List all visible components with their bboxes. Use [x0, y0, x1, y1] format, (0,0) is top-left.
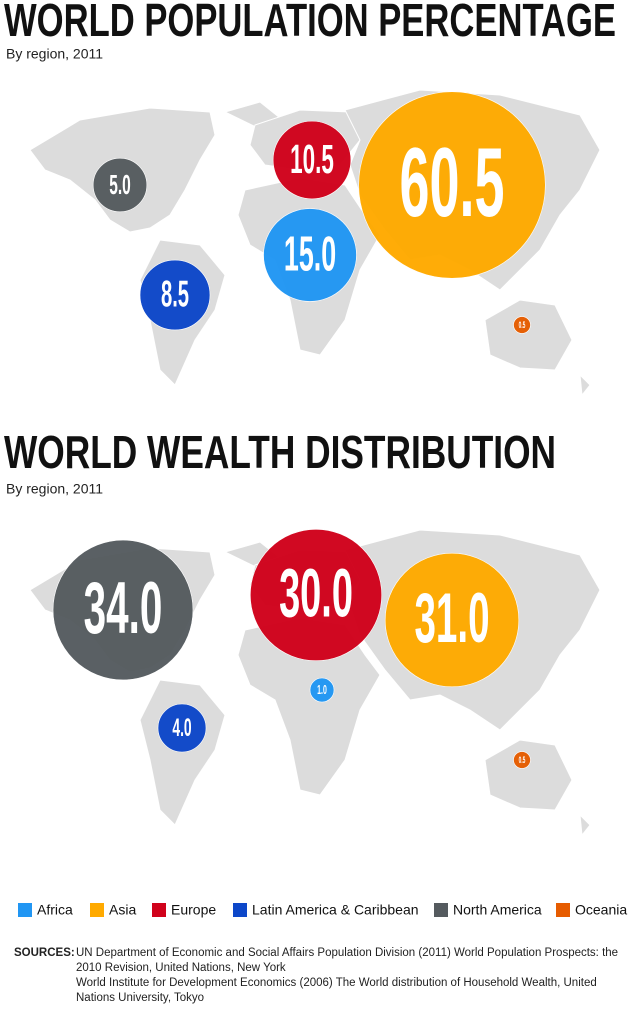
bubble — [384, 552, 520, 688]
sources-label: SOURCES: — [14, 947, 75, 959]
legend-swatch — [90, 903, 104, 917]
chart-subtitle: By region, 2011 — [6, 46, 103, 62]
bubble-label: 1.0 — [317, 684, 327, 698]
legend-label: North America — [453, 902, 542, 918]
bubble-label: 0.5 — [519, 754, 526, 765]
bubble — [249, 528, 383, 662]
bubble-label: 15.0 — [284, 227, 336, 282]
bubble-label: 60.5 — [400, 127, 505, 237]
bubble-label: 4.0 — [172, 715, 191, 742]
bubble — [513, 316, 531, 334]
chart-title: WORLD WEALTH DISTRIBUTION — [4, 426, 556, 478]
sources-lines: UN Department of Economic and Social Aff… — [76, 946, 626, 1006]
source: World Institute for Development Economic… — [76, 977, 597, 1004]
bubble — [52, 539, 194, 681]
legend-swatch — [556, 903, 570, 917]
legend-swatch — [434, 903, 448, 917]
bubble — [513, 751, 531, 769]
chart-title: WORLD POPULATION PERCENTAGE — [4, 0, 616, 46]
bubble-label: 10.5 — [290, 136, 334, 182]
legend-label: Oceania — [575, 902, 627, 918]
legend-swatch — [152, 903, 166, 917]
sources: SOURCES: UN Department of Economic and S… — [14, 946, 626, 1006]
bubble — [309, 677, 335, 703]
bubble — [157, 703, 207, 753]
bubble-label: 5.0 — [109, 168, 131, 200]
legend-swatch — [18, 903, 32, 917]
legend-label: Europe — [171, 902, 216, 918]
bubble-label: 31.0 — [414, 579, 489, 657]
legend-label: Asia — [109, 902, 136, 918]
legend-swatch — [233, 903, 247, 917]
bubble-label: 8.5 — [161, 274, 189, 315]
bubble-label: 0.5 — [519, 319, 526, 330]
bubble — [272, 120, 352, 200]
source: UN Department of Economic and Social Aff… — [76, 947, 619, 974]
bubble — [263, 208, 357, 302]
bubble — [139, 259, 211, 331]
legend-label: Africa — [37, 902, 73, 918]
chart-subtitle: By region, 2011 — [6, 481, 103, 497]
bubble — [358, 91, 546, 279]
bubble-label: 34.0 — [84, 566, 163, 649]
legend-label: Latin America & Caribbean — [252, 902, 419, 918]
bubble — [92, 157, 148, 213]
bubble-label: 30.0 — [279, 555, 353, 632]
